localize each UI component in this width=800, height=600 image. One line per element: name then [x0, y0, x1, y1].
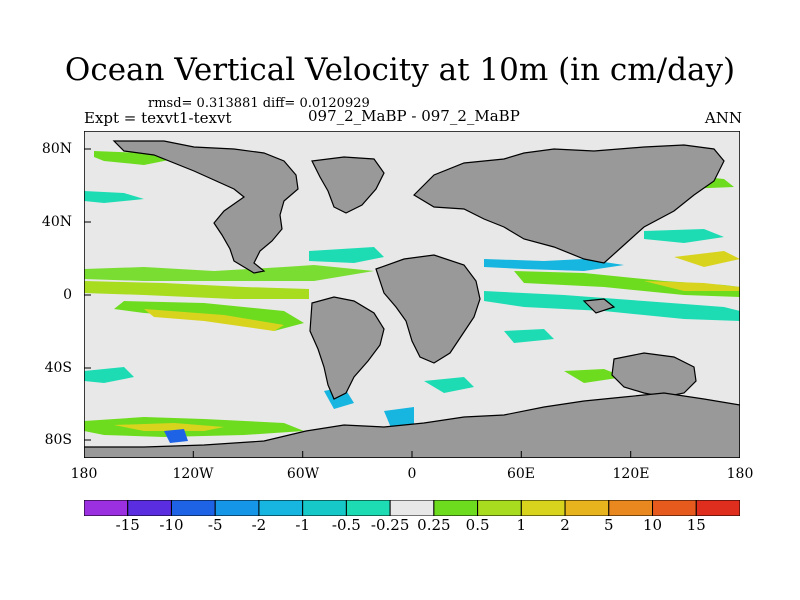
x-ticks — [192, 451, 632, 458]
colorbar-swatch — [127, 500, 172, 516]
experiment-label: Expt = texvt1-texvt — [84, 109, 232, 127]
colorbar-level-label: -10 — [159, 516, 184, 534]
lat-label: 80S — [44, 432, 72, 448]
south-america — [309, 296, 385, 400]
colorbar — [84, 500, 740, 516]
colorbar-level-label: 2 — [560, 516, 570, 534]
case-label: 097_2_MaBP - 097_2_MaBP — [308, 107, 520, 125]
africa — [375, 254, 481, 364]
colorbar-swatch — [389, 500, 435, 516]
colorbar-swatch — [695, 500, 740, 516]
colorbar-level-label: -5 — [207, 516, 223, 534]
colorbar-level-label: -1 — [295, 516, 310, 534]
colorbar-swatch — [564, 500, 610, 516]
colorbar-swatch — [520, 500, 566, 516]
colorbar-swatch — [477, 500, 522, 516]
australia — [611, 352, 697, 398]
land-masses — [84, 140, 740, 458]
colorbar-level-label: -15 — [115, 516, 140, 534]
colorbar-swatch — [433, 500, 479, 516]
colorbar-level-label: -0.25 — [370, 516, 410, 534]
lat-label: 0 — [63, 287, 72, 303]
colorbar-level-label: 10 — [642, 516, 663, 534]
lon-label: 180 — [726, 466, 754, 482]
lat-label: 40S — [44, 360, 72, 376]
colorbar-swatch — [214, 500, 260, 516]
colorbar-level-label: 5 — [604, 516, 614, 534]
lon-label: 120W — [172, 466, 214, 482]
colorbar-swatch — [652, 500, 697, 516]
colorbar-swatch — [608, 500, 654, 516]
season-label: ANN — [704, 109, 742, 127]
lat-label: 80N — [41, 141, 72, 157]
lon-label: 0 — [407, 466, 417, 482]
colorbar-level-label: -0.5 — [331, 516, 361, 534]
indonesia — [582, 298, 616, 314]
lon-label: 120E — [612, 466, 650, 482]
colorbar-level-label: 1 — [516, 516, 527, 534]
north-america — [112, 140, 299, 274]
colorbar-swatch — [258, 500, 304, 516]
greenland — [311, 156, 385, 214]
anomaly-bands — [84, 151, 740, 443]
lat-label: 40N — [41, 214, 72, 230]
colorbar-level-label: 0.5 — [465, 516, 490, 534]
colorbar-level-label: 0.25 — [417, 516, 451, 534]
lon-label: 60W — [286, 466, 320, 482]
colorbar-swatch — [302, 500, 347, 516]
antarctica — [84, 392, 740, 458]
map-panel — [84, 131, 740, 458]
map-title: Ocean Vertical Velocity at 10m (in cm/da… — [64, 52, 736, 88]
stats-text: rmsd= 0.313881 diff= 0.0120929 — [148, 96, 370, 111]
lon-label: 60E — [506, 466, 536, 482]
colorbar-level-label: -2 — [251, 516, 267, 534]
colorbar-swatch — [345, 500, 391, 516]
colorbar-level-label: 15 — [686, 516, 706, 534]
y-ticks — [84, 148, 91, 441]
colorbar-swatch — [170, 500, 216, 516]
colorbar-swatch — [84, 500, 129, 516]
europe-asia — [413, 144, 725, 264]
lon-label: 180 — [70, 466, 98, 482]
